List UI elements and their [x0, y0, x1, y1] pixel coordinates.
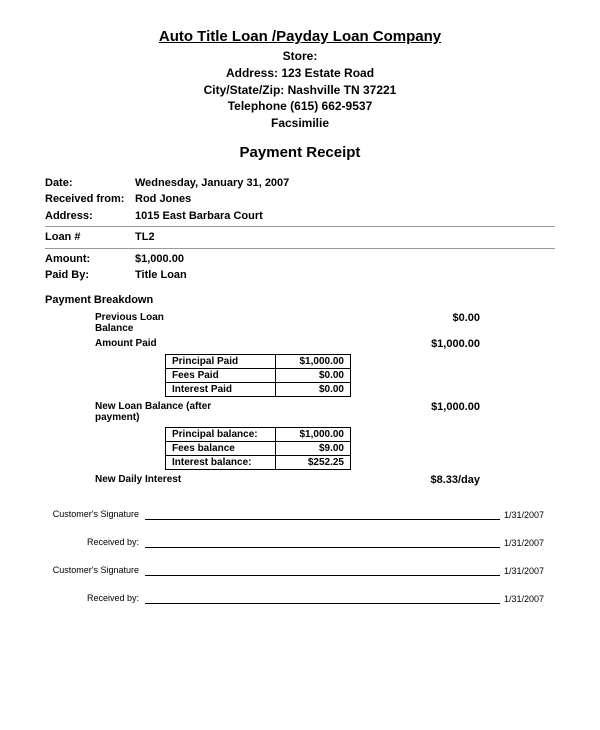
date-label: Date:	[45, 175, 135, 192]
address-line: Address: 123 Estate Road	[45, 65, 555, 82]
principal-balance-value: $1,000.00	[276, 427, 351, 441]
amount-paid-value: $1,000.00	[200, 338, 480, 350]
store-line: Store:	[45, 48, 555, 65]
signature-block-1: Customer's Signature 1/31/2007 Received …	[45, 508, 555, 548]
prev-balance-value: $0.00	[200, 312, 480, 324]
signature-date: 1/31/2007	[500, 510, 555, 520]
fees-paid-value: $0.00	[276, 368, 351, 382]
table-row: Principal Paid $1,000.00	[166, 354, 351, 368]
paidby-value: Title Loan	[135, 267, 187, 284]
principal-balance-label: Principal balance:	[166, 427, 276, 441]
table-row: Interest balance: $252.25	[166, 455, 351, 469]
interest-paid-label: Interest Paid	[166, 382, 276, 396]
amount-label: Amount:	[45, 251, 135, 268]
table-row: Fees Paid $0.00	[166, 368, 351, 382]
table-row: Fees balance $9.00	[166, 441, 351, 455]
balance-breakdown-table: Principal balance: $1,000.00 Fees balanc…	[165, 427, 351, 470]
signature-date: 1/31/2007	[500, 538, 555, 548]
fees-paid-label: Fees Paid	[166, 368, 276, 382]
interest-balance-value: $252.25	[276, 455, 351, 469]
telephone-line: Telephone (615) 662-9537	[45, 98, 555, 115]
company-header: Auto Title Loan /Payday Loan Company Sto…	[45, 28, 555, 132]
info-section: Date: Wednesday, January 31, 2007 Receiv…	[45, 175, 555, 284]
received-by-label: Received by:	[45, 537, 145, 548]
signature-line	[145, 564, 500, 576]
interest-paid-value: $0.00	[276, 382, 351, 396]
signature-block-2: Customer's Signature 1/31/2007 Received …	[45, 564, 555, 604]
prev-balance-label: Previous Loan Balance	[45, 312, 200, 334]
breakdown-title: Payment Breakdown	[45, 294, 555, 306]
table-row: Principal balance: $1,000.00	[166, 427, 351, 441]
amount-paid-label: Amount Paid	[45, 338, 200, 349]
signature-date: 1/31/2007	[500, 594, 555, 604]
citystatezip-line: City/State/Zip: Nashville TN 37221	[45, 82, 555, 99]
signature-line	[145, 592, 500, 604]
new-balance-label: New Loan Balance (after payment)	[45, 401, 245, 423]
date-value: Wednesday, January 31, 2007	[135, 175, 289, 192]
receipt-title: Payment Receipt	[45, 144, 555, 161]
daily-interest-label: New Daily Interest	[45, 474, 200, 485]
paidby-label: Paid By:	[45, 267, 135, 284]
principal-paid-value: $1,000.00	[276, 354, 351, 368]
interest-balance-label: Interest balance:	[166, 455, 276, 469]
loan-number-value: TL2	[135, 229, 155, 246]
customer-signature-label: Customer's Signature	[45, 509, 145, 520]
daily-interest-value: $8.33/day	[200, 474, 480, 486]
customer-address-value: 1015 East Barbara Court	[135, 208, 263, 225]
table-row: Interest Paid $0.00	[166, 382, 351, 396]
amount-value: $1,000.00	[135, 251, 184, 268]
customer-signature-label: Customer's Signature	[45, 565, 145, 576]
signature-line	[145, 508, 500, 520]
received-from-value: Rod Jones	[135, 191, 191, 208]
received-by-label: Received by:	[45, 593, 145, 604]
signature-date: 1/31/2007	[500, 566, 555, 576]
company-name: Auto Title Loan /Payday Loan Company	[45, 28, 555, 45]
received-from-label: Received from:	[45, 191, 135, 208]
fax-line: Facsimilie	[45, 115, 555, 132]
customer-address-label: Address:	[45, 208, 135, 225]
paid-breakdown-table: Principal Paid $1,000.00 Fees Paid $0.00…	[165, 354, 351, 397]
principal-paid-label: Principal Paid	[166, 354, 276, 368]
loan-number-label: Loan #	[45, 229, 135, 246]
fees-balance-value: $9.00	[276, 441, 351, 455]
fees-balance-label: Fees balance	[166, 441, 276, 455]
new-balance-value: $1,000.00	[245, 401, 480, 413]
signature-line	[145, 536, 500, 548]
